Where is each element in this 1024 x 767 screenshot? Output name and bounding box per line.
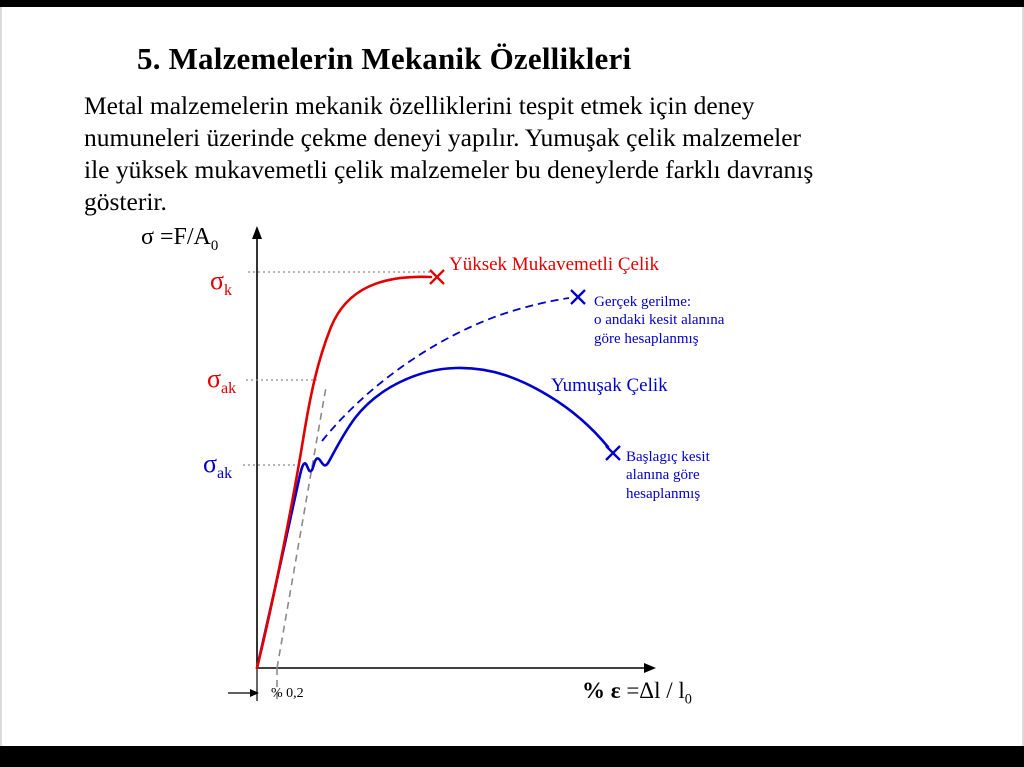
- sigma-ak-blue-label: σak: [203, 449, 232, 483]
- sigma-k-symbol: σ: [210, 266, 225, 295]
- x-axis-label-text: =Δl / l: [620, 678, 685, 703]
- x-marker-high-strength: [429, 269, 445, 285]
- true-stress-annotation: Gerçek gerilme: o andaki kesit alanına g…: [594, 294, 725, 347]
- page-title: 5. Malzemelerin Mekanik Özellikleri: [137, 40, 632, 76]
- sigma-k-subscript: k: [224, 282, 233, 300]
- high-strength-curve-label: Yüksek Mukavemetli Çelik: [449, 254, 660, 275]
- x-marker-true-stress: [570, 289, 586, 305]
- offset-percent-label: % 0,2: [271, 686, 304, 701]
- sigma-ak-red-subscript: ak: [221, 380, 237, 398]
- x-axis-arrowhead: [644, 663, 656, 673]
- x-axis-label: % ε =Δl / l0: [582, 678, 692, 709]
- x-axis-label-subscript: 0: [684, 691, 692, 708]
- high-strength-steel-curve: [255, 275, 433, 670]
- y-axis-label-text: σ =F/A: [141, 224, 211, 250]
- y-axis-label-subscript: 0: [210, 237, 219, 254]
- offset-dashed-line: [276, 386, 327, 669]
- offset-arrowhead: [250, 689, 259, 697]
- y-axis-label: σ =F/A0: [141, 224, 218, 255]
- true-stress-curve-dashed: [321, 297, 570, 442]
- initial-area-annotation: Başlagıç kesit alanına göre hesaplanmış: [626, 449, 710, 502]
- sigma-k-label: σk: [210, 266, 232, 300]
- sigma-ak-blue-subscript: ak: [217, 465, 233, 483]
- top-black-bar: [0, 0, 1024, 7]
- sigma-ak-red-symbol: σ: [207, 364, 222, 393]
- mild-steel-curve: [255, 366, 610, 670]
- mild-steel-curve-label: Yumuşak Çelik: [551, 375, 668, 396]
- bottom-black-bar: [0, 746, 1024, 767]
- body-paragraph: Metal malzemelerin mekanik özelliklerini…: [84, 90, 814, 216]
- sigma-ak-red-label: σak: [207, 364, 236, 398]
- x-axis-epsilon: % ε: [582, 678, 621, 703]
- sigma-ak-blue-symbol: σ: [203, 449, 218, 478]
- x-marker-initial-area: [605, 445, 621, 461]
- y-axis-arrowhead: [252, 226, 262, 239]
